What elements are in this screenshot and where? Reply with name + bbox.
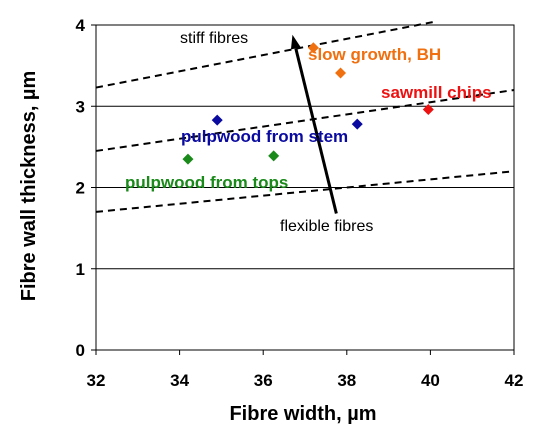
group-labels: pulpwood from tops pulpwood from stem slow… xyxy=(125,45,492,192)
y-tick-label: 4 xyxy=(76,16,86,35)
grid-lines xyxy=(96,105,514,270)
arrow-head xyxy=(290,34,301,50)
dashed-line-3 xyxy=(95,170,515,213)
series-label: pulpwood from stem xyxy=(181,127,348,146)
series-label: pulpwood from tops xyxy=(125,173,288,192)
x-tick-label: 42 xyxy=(505,371,524,390)
y-tick-label: 0 xyxy=(76,341,85,360)
y-tick-label: 2 xyxy=(76,179,85,198)
data-points xyxy=(182,42,434,165)
series-label: sawmill chips xyxy=(381,83,492,102)
y-tick-label: 3 xyxy=(76,97,85,116)
x-tick-label: 38 xyxy=(337,371,356,390)
annotation-stiff-fibres: stiff fibres xyxy=(180,30,248,47)
x-tick-label: 40 xyxy=(421,371,440,390)
stiffness-arrow xyxy=(290,34,338,214)
series-label: slow growth, BH xyxy=(308,45,441,64)
x-tick-label: 34 xyxy=(170,371,189,390)
x-tick-label: 36 xyxy=(254,371,273,390)
trend-lines xyxy=(95,20,515,213)
data-point xyxy=(182,153,194,165)
annotation-flexible-fibres: flexible fibres xyxy=(280,218,373,235)
dashed-line-1 xyxy=(95,20,435,89)
x-tick-label: 32 xyxy=(87,371,106,390)
y-tick-label: 1 xyxy=(76,260,85,279)
data-point xyxy=(351,118,363,130)
data-point xyxy=(268,150,280,162)
data-point xyxy=(335,67,347,79)
dashed-line-2 xyxy=(95,89,515,152)
data-point xyxy=(307,42,319,54)
x-axis-title: Fibre width, µm xyxy=(229,403,376,425)
arrow-shaft xyxy=(294,47,338,214)
data-point xyxy=(211,114,223,126)
y-axis-title: Fibre wall thickness, µm xyxy=(18,71,40,302)
data-point xyxy=(422,104,434,115)
